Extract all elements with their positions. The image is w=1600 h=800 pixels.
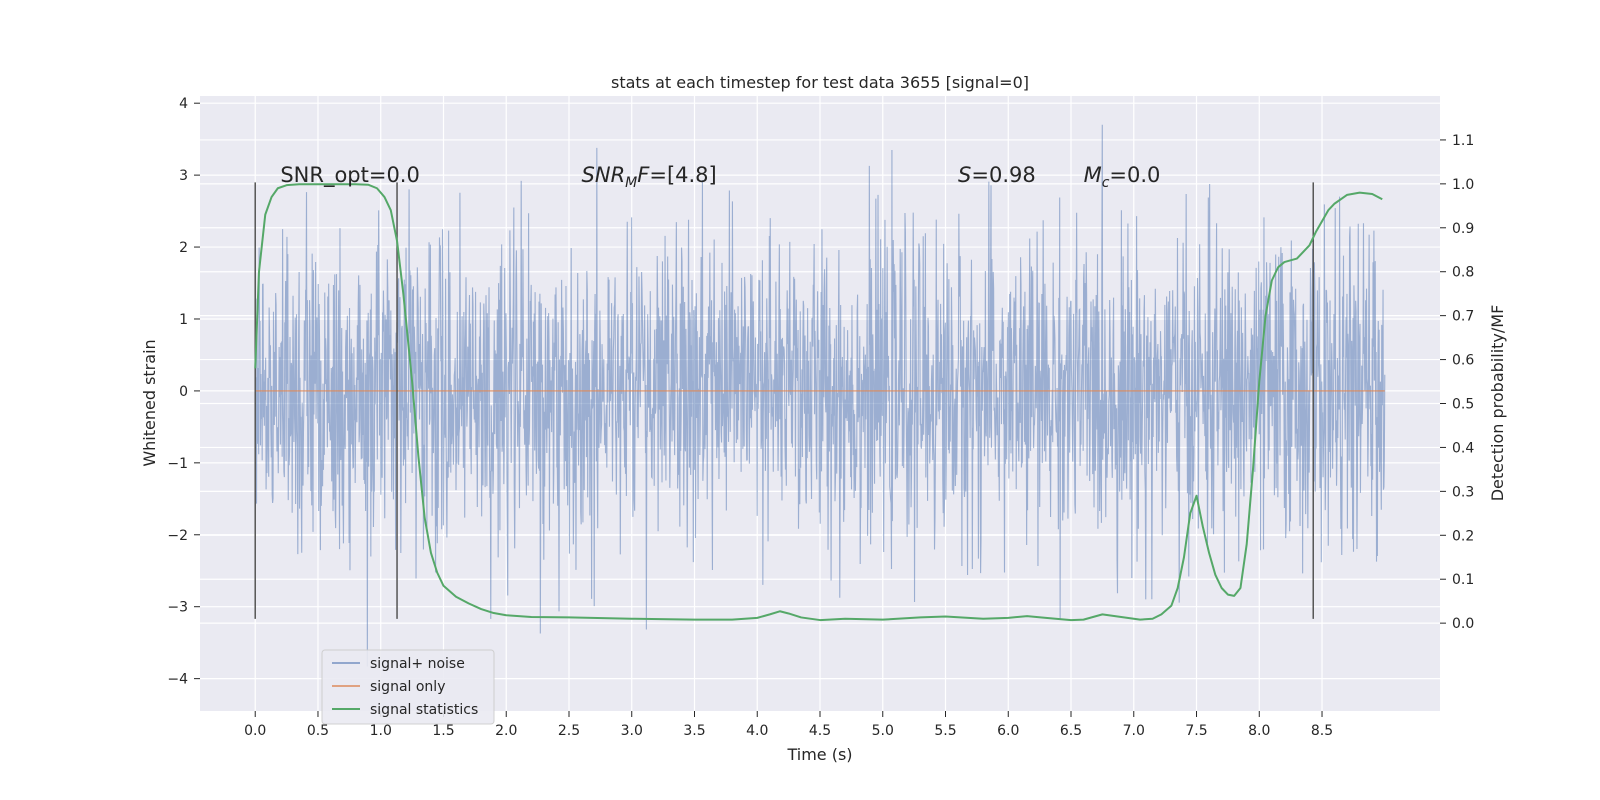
legend-label-signal-only: signal only (370, 679, 445, 695)
x-tick-label-1: 0.5 (307, 723, 329, 739)
y-right-ticks: 0.0 0.1 0.2 0.3 0.4 0.5 0.6 0.7 0.8 0.9 1.0 1.1 (1440, 133, 1474, 632)
annotation-2: S=0.98 (958, 163, 1036, 187)
x-tick-label-5: 2.5 (558, 723, 580, 739)
y-tick-label-7: −3 (167, 600, 188, 616)
y-axis-label: Whitened strain (140, 339, 159, 466)
statistics-line (254, 183, 1383, 622)
noise-line (254, 124, 1386, 667)
legend-label-noise: signal+ noise (370, 656, 465, 672)
y-tick-label-2: 2 (179, 240, 188, 256)
y-right-tick-label-3: 0.3 (1452, 484, 1474, 500)
y-tick-label-6: −2 (167, 528, 188, 544)
y-right-tick-label-11: 1.1 (1452, 133, 1474, 149)
x-tick-label-17: 8.5 (1311, 723, 1333, 739)
x-tick-label-13: 6.5 (1060, 723, 1082, 739)
annotation-0: SNR_opt=0.0 (280, 163, 420, 188)
legend-box (321, 649, 495, 725)
x-tick-label-8: 4.0 (746, 723, 768, 739)
y-tick-label-5: −1 (167, 456, 188, 472)
y-right-tick-label-9: 0.9 (1452, 221, 1474, 237)
x-axis-label: Time (s) (786, 745, 852, 764)
x-tick-label-15: 7.5 (1185, 723, 1207, 739)
annotation-3: Mc=0.0 (1084, 163, 1161, 191)
y-right-tick-label-0: 0.0 (1452, 616, 1474, 632)
x-tick-label-3: 1.5 (432, 723, 454, 739)
y-right-tick-label-6: 0.6 (1452, 353, 1474, 369)
y-right-axis-label: Detection probability/MF (1488, 305, 1507, 502)
x-tick-label-12: 6.0 (997, 723, 1019, 739)
annotation-1: SNRMF=[4.8] (582, 163, 717, 191)
y-ticks: 4 3 2 1 0 −1 −2 −3 −4 (167, 96, 200, 688)
noise-series (254, 124, 1386, 667)
x-tick-label-4: 2.0 (495, 723, 517, 739)
statistics-series (254, 183, 1383, 622)
x-tick-label-14: 7.0 (1123, 723, 1145, 739)
chart-title: stats at each timestep for test data 365… (611, 73, 1029, 92)
y-right-tick-label-7: 0.7 (1452, 309, 1474, 325)
vertical-markers (254, 182, 1314, 619)
y-tick-label-0: 4 (179, 96, 188, 112)
x-tick-label-0: 0.0 (244, 723, 266, 739)
legend: signal+ noise signal only signal statist… (321, 649, 495, 725)
x-tick-label-16: 8.0 (1248, 723, 1270, 739)
y-tick-label-3: 1 (179, 312, 188, 328)
x-ticks: 0.0 0.5 1.0 1.5 2.0 2.5 3.0 3.5 4.0 4.5 5.0 5.5 6.0 6… (244, 711, 1333, 739)
y-tick-label-4: 0 (179, 384, 188, 400)
x-tick-label-7: 3.5 (683, 723, 705, 739)
y-right-tick-label-5: 0.5 (1452, 397, 1474, 413)
x-tick-label-11: 5.5 (934, 723, 956, 739)
y-right-tick-label-4: 0.4 (1452, 440, 1474, 456)
x-tick-label-10: 5.0 (872, 723, 894, 739)
y-tick-label-8: −4 (167, 672, 188, 688)
annotations: SNR_opt=0.0 SNRMF=[4.8] S=0.98 Mc=0.0 (280, 163, 1160, 191)
y-right-tick-label-10: 1.0 (1452, 177, 1474, 193)
y-right-tick-label-8: 0.8 (1452, 265, 1474, 281)
x-tick-label-9: 4.5 (809, 723, 831, 739)
x-tick-label-2: 1.0 (370, 723, 392, 739)
y-tick-label-1: 3 (179, 168, 188, 184)
legend-label-statistics: signal statistics (370, 702, 478, 718)
x-tick-label-6: 3.0 (621, 723, 643, 739)
y-right-tick-label-2: 0.2 (1452, 528, 1474, 544)
y-right-tick-label-1: 0.1 (1452, 572, 1474, 588)
